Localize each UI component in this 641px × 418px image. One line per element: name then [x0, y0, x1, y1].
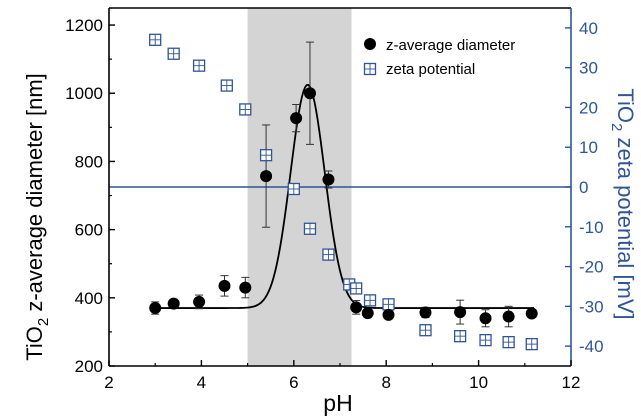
- zeta-point: [350, 282, 363, 295]
- zeta-point: [502, 335, 515, 349]
- left-y-tick-label: 400: [75, 289, 103, 308]
- diameter-point: [239, 281, 252, 294]
- right-y-tick-label: -10: [579, 218, 604, 237]
- x-tick-label: 12: [562, 373, 581, 392]
- x-tick-label: 6: [289, 373, 298, 392]
- zeta-point: [525, 337, 538, 351]
- diameter-point: [419, 306, 432, 319]
- axes-layer: 2 4 6 8 10 1220040060080010001200-40-30-20-10…: [65, 7, 604, 392]
- legend: z-average diameter zeta potential: [363, 37, 515, 78]
- x-tick-label: 4: [197, 373, 206, 392]
- right-y-tick-label: 10: [579, 138, 598, 157]
- legend-label-zeta: zeta potential: [386, 61, 475, 78]
- zeta-point: [453, 330, 467, 343]
- x-tick-label: 10: [469, 373, 488, 392]
- zeta-point: [303, 222, 317, 235]
- diameter-point: [525, 307, 538, 320]
- left-y-tick-label: 800: [75, 152, 103, 171]
- diameter-point: [350, 301, 363, 314]
- right-y-axis-label-subscript: 2: [608, 123, 625, 131]
- zeta-point: [479, 333, 492, 347]
- zeta-point: [239, 103, 252, 116]
- right-y-axis-label-suffix: zeta potential [mV]: [613, 131, 638, 319]
- left-y-tick-label: 1000: [65, 84, 103, 103]
- left-y-axis-label-prefix: TiO: [22, 326, 47, 361]
- legend-marker-diameter: [364, 38, 376, 50]
- left-y-tick-label: 200: [75, 357, 103, 376]
- diameter-point: [290, 112, 303, 125]
- left-y-tick-label: 600: [75, 221, 103, 240]
- diameter-point: [382, 308, 395, 321]
- right-y-tick-label: 40: [579, 19, 598, 38]
- zeta-point: [419, 324, 432, 337]
- left-y-axis-label: TiO2 z-average diameter [nm]: [22, 73, 52, 361]
- zeta-point: [322, 248, 335, 261]
- left-y-axis-label-subscript: 2: [35, 318, 52, 326]
- zeta-point: [287, 182, 300, 196]
- right-y-axis-label: TiO2 zeta potential [mV]: [608, 88, 638, 319]
- zeta-point: [382, 298, 395, 311]
- zeta-point: [363, 294, 377, 307]
- diameter-points-layer: [149, 87, 538, 325]
- right-y-tick-label: -20: [579, 258, 604, 277]
- left-y-axis-label-suffix: z-average diameter [nm]: [22, 73, 47, 318]
- diameter-point: [260, 170, 273, 183]
- right-y-axis-label-prefix: TiO: [613, 88, 638, 123]
- zeta-point: [259, 149, 273, 162]
- legend-label-diameter: z-average diameter: [386, 37, 515, 54]
- x-tick-label: 8: [381, 373, 390, 392]
- left-y-tick-label: 1200: [65, 16, 103, 35]
- diameter-point: [361, 307, 374, 320]
- right-y-tick-label: 0: [579, 178, 588, 197]
- zeta-point: [192, 59, 206, 72]
- diameter-point: [322, 173, 335, 186]
- diameter-point: [454, 306, 467, 319]
- diameter-point: [193, 295, 206, 308]
- diameter-point: [167, 297, 180, 310]
- x-axis-label: pH: [323, 390, 352, 416]
- zeta-points-layer: [149, 33, 538, 351]
- x-tick-label: 2: [104, 373, 113, 392]
- zeta-point: [220, 79, 233, 92]
- legend-marker-zeta: [363, 62, 377, 76]
- right-y-tick-label: 20: [579, 98, 598, 117]
- diameter-point: [149, 302, 162, 315]
- zeta-point: [149, 33, 162, 46]
- diameter-point: [303, 87, 316, 100]
- zeta-point: [167, 47, 180, 60]
- diameter-point: [479, 312, 492, 325]
- diameter-point: [502, 310, 515, 323]
- right-y-tick-label: 30: [579, 59, 598, 78]
- right-y-tick-label: -40: [579, 337, 604, 356]
- diameter-point: [218, 279, 231, 292]
- right-y-tick-label: -30: [579, 297, 604, 316]
